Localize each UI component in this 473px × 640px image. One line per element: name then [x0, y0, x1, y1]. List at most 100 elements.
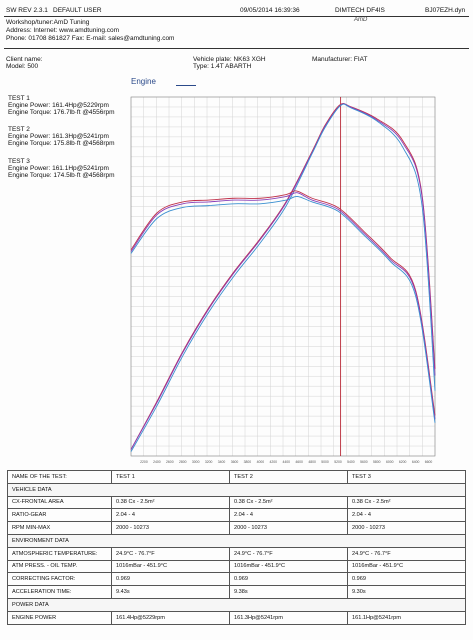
- table-cell: 2000 - 10273: [111, 521, 230, 535]
- test-2-torque: Engine Torque: 175.8lb·ft @4568rpm: [8, 140, 115, 147]
- table-row: RPM MIN-MAX 2000 - 10273 2000 - 10273 2000 …: [7, 521, 466, 535]
- table-cell: 2.04 - 4: [111, 508, 230, 523]
- table-cell: 24.9°C - 76.7°F: [111, 546, 230, 561]
- results-table: NAME OF THE TEST: TEST 1 TEST 2 TEST 3 VEHIC…: [7, 470, 466, 625]
- title-underline: [176, 85, 196, 86]
- x-tick-label: 4200: [270, 460, 278, 464]
- x-tick-label: 6200: [399, 460, 407, 464]
- x-tick-label: 4000: [257, 460, 265, 464]
- x-tick-label: 3200: [205, 460, 213, 464]
- table-row-label: ENGINE POWER: [7, 610, 112, 625]
- table-cell: 0.969: [111, 572, 230, 587]
- table-cell: 2.04 - 4: [347, 508, 466, 523]
- x-tick-label: 5400: [347, 460, 355, 464]
- device-name: DIMTECH DF4IS: [335, 7, 385, 14]
- table-header-cell: NAME OF THE TEST:: [7, 470, 112, 484]
- test-1-power: Engine Power: 161.4Hp@5229rpm: [8, 102, 109, 109]
- table-cell: 161.4Hp@5229rpm: [111, 610, 230, 625]
- test-3-summary: TEST 3 Engine Power: 161.1Hp@5241rpm Eng…: [8, 158, 115, 179]
- x-tick-label: 5800: [373, 460, 381, 464]
- x-tick-label: 2200: [140, 460, 148, 464]
- x-tick-label: 6600: [425, 460, 433, 464]
- x-tick-label: 4800: [308, 460, 316, 464]
- test-2-power: Engine Power: 161.3Hp@5241rpm: [8, 133, 109, 140]
- table-cell: 161.1Hp@5241rpm: [347, 610, 466, 625]
- table-row: CX-FRONTAL AREA 0.38 Cx - 2.5m² 0.38 Cx - …: [7, 495, 466, 510]
- x-tick-label: 6000: [386, 460, 394, 464]
- client-model: Model: 500: [6, 63, 39, 70]
- phone: Phone: 01708 861827 Fax: E-mail: sales@a…: [6, 35, 175, 42]
- file-name: BJ07EZH.dyn: [425, 7, 466, 14]
- table-cell: 0.38 Cx - 2.5m²: [347, 495, 466, 510]
- table-cell: 1016mBar - 451.9°C: [347, 559, 466, 574]
- client-name: Client name:: [6, 56, 43, 63]
- x-tick-label: 5000: [321, 460, 329, 464]
- test-2-summary: TEST 2 Engine Power: 161.3Hp@5241rpm Eng…: [8, 126, 115, 147]
- table-header-cell: TEST 3: [347, 470, 466, 484]
- x-tick-label: 2400: [153, 460, 161, 464]
- test-3-torque-curve: [130, 195, 436, 423]
- x-tick-label: 3600: [231, 460, 239, 464]
- table-cell: 1016mBar - 451.9°C: [229, 559, 348, 574]
- table-row: ATM PRESS. - OIL TEMP. 1016mBar - 451.9°C…: [7, 559, 466, 574]
- table-cell: 2000 - 10273: [347, 521, 466, 535]
- x-tick-label: 4600: [295, 460, 303, 464]
- table-header-row: NAME OF THE TEST: TEST 1 TEST 2 TEST 3: [7, 470, 466, 484]
- address: Address: Internet: www.amdtuning.com: [6, 27, 120, 34]
- table-section-row: VEHICLE DATA: [7, 482, 466, 497]
- table-row: ENGINE POWER 161.4Hp@5229rpm 161.3Hp@5241r…: [7, 610, 466, 625]
- amd-logo: AmD: [354, 17, 368, 23]
- test-3-torque: Engine Torque: 174.5lb·ft @4568rpm: [8, 172, 115, 179]
- test-2-torque-curve: [130, 192, 436, 420]
- table-section-label: POWER DATA: [7, 597, 466, 612]
- table-cell: 2.04 - 4: [229, 508, 348, 523]
- table-row-label: CX-FRONTAL AREA: [7, 495, 112, 510]
- table-cell: 0.969: [347, 572, 466, 587]
- table-row-label: ATMOSPHERIC TEMPERATURE:: [7, 546, 112, 561]
- test-3-title: TEST 3: [8, 158, 30, 165]
- table-row: RATIO-GEAR 2.04 - 4 2.04 - 4 2.04 - 4: [7, 508, 466, 523]
- user-label: DEFAULT USER: [53, 7, 102, 14]
- table-section-row: POWER DATA: [7, 597, 466, 612]
- table-row-label: RPM MIN-MAX: [7, 521, 112, 535]
- dyno-chart: 2200 2400 2600 2800 3000 3200 3400 3600 3800 4000…: [130, 96, 436, 464]
- vehicle-type: Type: 1.4T ABARTH: [193, 63, 252, 70]
- x-tick-label: 5200: [334, 460, 342, 464]
- plot-frame: [130, 96, 436, 457]
- x-tick-label: 6400: [412, 460, 420, 464]
- workshop: Workshop/tuner:AmD Tuning: [6, 19, 90, 26]
- x-tick-label: 3800: [244, 460, 252, 464]
- table-header-cell: TEST 1: [111, 470, 230, 484]
- table-cell: 9.38s: [229, 585, 348, 599]
- table-cell: 0.38 Cx - 2.5m²: [111, 495, 230, 510]
- software-version: SW REV 2.3.1: [6, 7, 48, 14]
- table-cell: 161.3Hp@5241rpm: [229, 610, 348, 625]
- table-cell: 0.969: [229, 572, 348, 587]
- table-header-cell: TEST 2: [229, 470, 348, 484]
- header-divider: [4, 16, 469, 17]
- table-cell: 0.38 Cx - 2.5m²: [229, 495, 348, 510]
- test-3-power-curve: [130, 103, 436, 452]
- test-1-summary: TEST 1 Engine Power: 161.4Hp@5229rpm Eng…: [8, 95, 115, 116]
- x-tick-label: 3000: [192, 460, 200, 464]
- table-section-label: VEHICLE DATA: [7, 482, 466, 497]
- test-2-title: TEST 2: [8, 126, 30, 133]
- table-cell: 24.9°C - 76.7°F: [347, 546, 466, 561]
- test-1-torque-curve: [130, 190, 436, 416]
- table-cell: 9.30s: [347, 585, 466, 599]
- table-section-label: ENVIRONMENT DATA: [7, 533, 466, 548]
- table-section-row: ENVIRONMENT DATA: [7, 533, 466, 548]
- chart-title: Engine: [131, 77, 156, 86]
- x-tick-label: 2600: [166, 460, 174, 464]
- vehicle-plate: Vehicle plate: NK63 XGH: [193, 56, 266, 63]
- x-tick-label: 2800: [179, 460, 187, 464]
- table-row-label: ACCELERATION TIME:: [7, 585, 112, 599]
- table-row-label: RATIO-GEAR: [7, 508, 112, 523]
- test-1-title: TEST 1: [8, 95, 30, 102]
- table-cell: 1016mBar - 451.9°C: [111, 559, 230, 574]
- test-1-torque: Engine Torque: 176.7lb·ft @4556rpm: [8, 109, 115, 116]
- manufacturer: Manufacturer: FIAT: [312, 56, 368, 63]
- table-row-label: CORRECTING FACTOR:: [7, 572, 112, 587]
- x-tick-label: 4400: [282, 460, 290, 464]
- table-cell: 9.43s: [111, 585, 230, 599]
